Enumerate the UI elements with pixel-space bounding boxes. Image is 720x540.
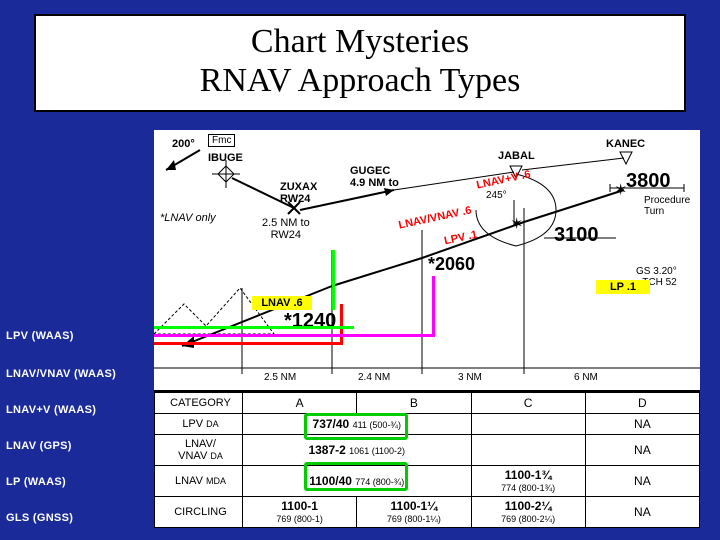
wp-zuxax: ZUXAX RW24 (280, 182, 317, 205)
star-1: ✶ (510, 214, 523, 234)
hdr-c: C (471, 393, 585, 414)
wp-ibuge: IBUGE (208, 152, 243, 164)
hdr-b: B (357, 393, 471, 414)
lbl-lnav: LNAV (175, 475, 203, 487)
alt-3800: 3800 (626, 170, 671, 193)
lbl-lpv: LPV (182, 418, 203, 430)
lvnav-c (471, 435, 585, 466)
line-lpv-v (340, 304, 343, 345)
hdr-a: A (243, 393, 357, 414)
wp-gugec: GUGEC 4.9 NM to (350, 166, 399, 189)
row-lnav: LNAV MDA 1100/40 774 (800-¾) 1100-1¾774 … (155, 466, 700, 497)
lnav-d: NA (585, 466, 699, 497)
hdr-category: CATEGORY (155, 393, 243, 414)
lpv-d: NA (585, 414, 699, 435)
alt-3100: 3100 (554, 224, 599, 247)
alt-2060: *2060 (428, 254, 475, 275)
lpv-c (471, 414, 585, 435)
title-line1: Chart Mysteries (36, 22, 684, 61)
hdg-245: 245° (486, 190, 507, 201)
lnav-only: *LNAV only (160, 212, 216, 224)
lvnav-d: NA (585, 435, 699, 466)
circ-b: 1100-1¼769 (800-1¼) (357, 497, 471, 528)
circ-c: 1100-2¼769 (800-2¼) (471, 497, 585, 528)
legend-lnav: LNAV (GPS) (6, 440, 72, 452)
line-lnav (154, 326, 354, 329)
legend-lp: LP (WAAS) (6, 476, 66, 488)
star-2: ✶ (614, 180, 627, 200)
leg-b: 2.4 NM (358, 372, 390, 383)
table-header-row: CATEGORY A B C D (155, 393, 700, 414)
dist-rw24: 2.5 NM to RW24 (262, 218, 310, 241)
box-1100 (304, 462, 408, 491)
callout-lnav: LNAV .6 (252, 296, 312, 310)
leg-d: 6 NM (574, 372, 598, 383)
circ-a: 1100-1769 (800-1) (243, 497, 357, 528)
row-lnav-vnav: LNAV/ VNAV DA 1387-2 1061 (1100-2) NA (155, 435, 700, 466)
marker-faf (332, 250, 335, 310)
circ-d: NA (585, 497, 699, 528)
approach-chart: 200° Fmc (154, 130, 700, 390)
legend-lpv: LPV (WAAS) (6, 330, 74, 342)
wp-jabal: JABAL (498, 150, 535, 162)
lnav-c: 1100-1¾774 (800-1¾) (471, 466, 585, 497)
leg-c: 3 NM (458, 372, 482, 383)
hdr-d: D (585, 393, 699, 414)
callout-lp: LP .1 (596, 280, 650, 294)
title-box: Chart Mysteries RNAV Approach Types (34, 14, 686, 112)
plan-svg (154, 130, 700, 390)
legend-lvnav: LNAV/VNAV (WAAS) (6, 368, 116, 380)
alt-1240: *1240 (284, 310, 336, 333)
line-lvnav (154, 334, 434, 337)
line-lpv (154, 342, 342, 345)
leg-a: 2.5 NM (264, 372, 296, 383)
title-line2: RNAV Approach Types (36, 61, 684, 100)
legend-gls: GLS (GNSS) (6, 512, 73, 524)
wp-kanec: KANEC (606, 138, 645, 150)
minima-table: CATEGORY A B C D LPV DA 737/40 411 (500-… (154, 390, 700, 528)
procturn: Procedure Turn (644, 196, 690, 217)
lbl-circling: CIRCLING (155, 497, 243, 528)
row-circling: CIRCLING 1100-1769 (800-1) 1100-1¼769 (8… (155, 497, 700, 528)
box-737 (304, 413, 408, 440)
line-lvnav-v (432, 276, 435, 337)
legend-lnavv: LNAV+V (WAAS) (6, 404, 96, 416)
row-lpv: LPV DA 737/40 411 (500-¾) NA (155, 414, 700, 435)
